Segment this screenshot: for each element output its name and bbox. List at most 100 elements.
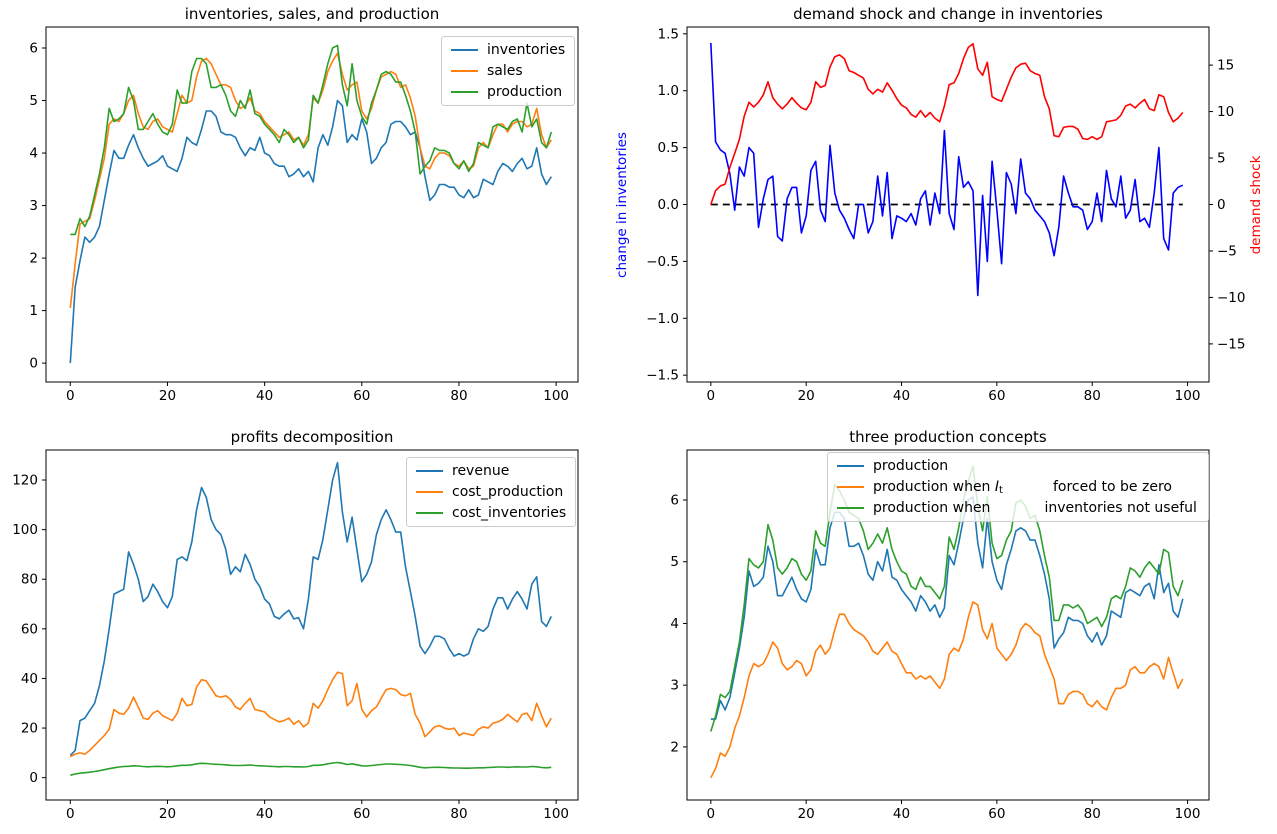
legend-inventories-sales-production: inventories sales production	[441, 36, 576, 106]
tick-label: 1	[29, 303, 38, 319]
legend-item: sales	[451, 63, 565, 79]
tick-label: 80	[21, 572, 38, 588]
legend-line-sample-icon	[451, 90, 478, 94]
tick-label: 0	[29, 770, 38, 786]
tick-label: 3	[670, 678, 679, 694]
legend-label: production when	[873, 500, 991, 516]
legend-line-sample-icon	[837, 485, 864, 489]
tick-label: 80	[450, 388, 467, 404]
tick-label: 0	[707, 806, 716, 822]
tick-label: 2	[670, 739, 679, 755]
tick-label: 40	[893, 388, 910, 404]
tick-label: 80	[450, 806, 467, 822]
legend-line-sample-icon	[837, 464, 864, 468]
ylabel-change-in-inventories: change in inventories	[614, 132, 630, 278]
chart-title-demand-shock: demand shock and change in inventories	[793, 5, 1103, 23]
series-inventories	[69, 99, 552, 364]
series-production_when_inventories_not_useful	[710, 465, 1184, 732]
tick-label: 0.5	[658, 140, 679, 156]
series-cost_inventories	[70, 761, 552, 776]
legend-label: production	[487, 84, 563, 100]
legend-item: inventories	[451, 42, 565, 58]
tick-label: 100	[12, 522, 38, 538]
legend-label: inventories not useful	[1044, 500, 1197, 516]
legend-label: production	[873, 458, 949, 474]
tick-label: 20	[21, 721, 38, 737]
tick-label: 4	[670, 616, 679, 632]
chart-title-inventories-sales-production: inventories, sales, and production	[184, 5, 440, 23]
tick-label: 20	[159, 388, 176, 404]
tick-label: 0	[66, 388, 75, 404]
axes-spine	[45, 26, 579, 383]
tick-label: 5	[670, 554, 679, 570]
tick-label: 60	[353, 806, 370, 822]
chart-title-profits-decomposition: profits decomposition	[230, 428, 394, 446]
legend-label: I	[994, 479, 1000, 495]
legend-label: t	[999, 484, 1003, 496]
tick-label: 4	[29, 146, 38, 162]
tick-label: 40	[21, 671, 38, 687]
legend-label: forced to be zero	[1052, 479, 1172, 495]
series-cost_production	[69, 671, 552, 758]
legend-label: cost_inventories	[452, 505, 567, 521]
tick-label: 15	[1217, 58, 1234, 74]
tick-label: 100	[543, 806, 569, 822]
legend-item: production when inventories not useful	[837, 500, 1199, 516]
legend-line-sample-icon	[837, 506, 864, 510]
legend-item: production	[837, 458, 1199, 474]
ylabel-demand-shock: demand shock	[1248, 155, 1264, 255]
tick-label: 40	[256, 806, 273, 822]
tick-label: 60	[988, 388, 1005, 404]
tick-label: 5	[1217, 151, 1226, 167]
legend-line-sample-icon	[416, 511, 443, 515]
series-production	[70, 44, 553, 236]
tick-label: 6	[29, 41, 38, 57]
chart-title-three-production-concepts: three production concepts	[849, 428, 1047, 446]
axes-spine	[686, 449, 1210, 801]
tick-label: 20	[798, 806, 815, 822]
tick-label: −1.0	[646, 311, 679, 327]
legend-item: revenue	[416, 463, 566, 479]
legend-line-sample-icon	[451, 69, 478, 73]
tick-label: 1.5	[658, 26, 679, 42]
legend-label: revenue	[452, 463, 510, 479]
tick-label: −5	[1217, 243, 1237, 259]
tick-label: 100	[1175, 806, 1201, 822]
tick-label: 60	[988, 806, 1005, 822]
axes-spine	[45, 449, 579, 801]
tick-label: 100	[1175, 388, 1201, 404]
tick-label: 5	[29, 93, 38, 109]
tick-label: 40	[893, 806, 910, 822]
legend-line-sample-icon	[416, 469, 443, 473]
tick-label: 3	[29, 198, 38, 214]
tick-label: 120	[12, 473, 38, 489]
legend-label: production when	[873, 479, 995, 495]
tick-label: 60	[353, 388, 370, 404]
tick-label: −0.5	[646, 254, 679, 270]
legend-label: inventories	[487, 42, 566, 58]
tick-label: 1.0	[658, 83, 679, 99]
series-demand_shock	[710, 42, 1184, 205]
tick-label: 20	[159, 806, 176, 822]
legend-item: cost_production	[416, 484, 566, 500]
tick-label: 0	[1217, 197, 1226, 213]
tick-label: 0.0	[658, 197, 679, 213]
tick-label: 0	[29, 356, 38, 372]
tick-label: 80	[1084, 806, 1101, 822]
series-production	[710, 496, 1184, 720]
tick-label: 0	[66, 806, 75, 822]
series-change_in_inventories	[710, 42, 1184, 297]
tick-label: −10	[1217, 290, 1246, 306]
tick-label: 20	[798, 388, 815, 404]
series-production_when_inventories_forced_to_zero	[710, 601, 1184, 779]
tick-label: 100	[543, 388, 569, 404]
legend-label: sales	[487, 63, 523, 79]
legend-item: cost_inventories	[416, 505, 566, 521]
tick-label: −1.5	[646, 368, 679, 384]
tick-label: 0	[707, 388, 716, 404]
tick-label: 2	[29, 251, 38, 267]
tick-label: 10	[1217, 104, 1234, 120]
